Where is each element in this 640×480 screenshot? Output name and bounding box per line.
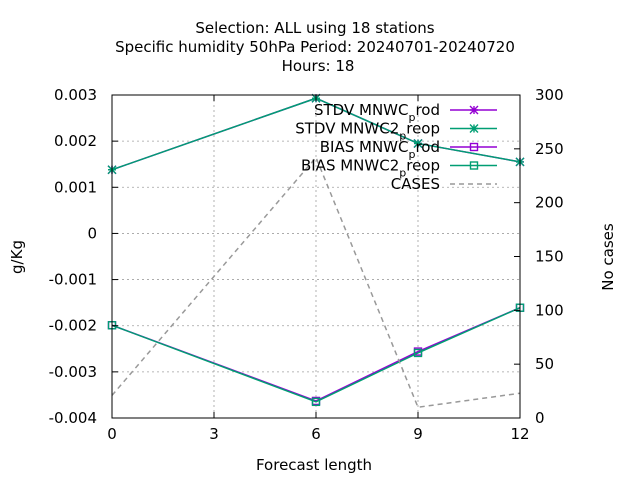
- y-tick-label: -0.001: [49, 271, 97, 289]
- legend-label: BIAS MNWC2preop: [301, 157, 440, 180]
- y2-tick-labels: 0 50 100 150 200 250 300: [535, 86, 564, 427]
- series-bias-mnwc-prod: [107, 303, 525, 406]
- data-point: [413, 138, 423, 148]
- legend-marker: [469, 161, 479, 170]
- legend-label-tail: reop: [406, 120, 440, 138]
- y-tick-label: 0.001: [54, 178, 97, 196]
- y-axis-label: g/Kg: [8, 240, 26, 274]
- x-tick-label: 12: [510, 425, 529, 443]
- legend-label: CASES: [391, 175, 440, 193]
- x-tick-label: 9: [413, 425, 423, 443]
- y-tick-labels: -0.004 -0.003 -0.002 -0.001 0 0.001 0.002 0.003: [49, 86, 97, 427]
- legend-item: STDV MNWC2preop: [295, 120, 497, 143]
- legend-label-tail: reop: [406, 157, 440, 175]
- series-line: [111, 307, 521, 403]
- x-tick-labels: 0 3 6 9 12: [107, 425, 529, 443]
- y-tick-label: 0.003: [54, 86, 97, 104]
- x-tick-label: 0: [107, 425, 117, 443]
- series-line: [111, 156, 521, 409]
- legend-item: BIAS MNWCprod: [320, 138, 497, 161]
- legend-label-tail: rod: [415, 138, 440, 156]
- title-line-2: Specific humidity 50hPa Period: 20240701…: [115, 38, 515, 56]
- y2-tick-label: 0: [535, 409, 545, 427]
- y2-tick-label: 50: [535, 355, 554, 373]
- y2-tick-label: 150: [535, 248, 564, 266]
- x-tick-label: 3: [209, 425, 219, 443]
- legend-label: STDV MNWCprod: [314, 101, 440, 124]
- legend-label: STDV MNWC2preop: [295, 120, 440, 143]
- y2-axis-label: No cases: [599, 223, 617, 291]
- legend-item: BIAS MNWC2preop: [301, 157, 497, 180]
- legend-label-main: CASES: [391, 175, 440, 193]
- legend-label-main: BIAS MNWC2: [301, 157, 399, 175]
- legend-label-main: STDV MNWC2: [295, 120, 399, 138]
- x-axis-label: Forecast length: [256, 456, 372, 474]
- legend-marker: [469, 142, 479, 152]
- y-tick-label: -0.002: [49, 317, 97, 335]
- y-tick-label: 0: [87, 224, 97, 242]
- title-line-1: Selection: ALL using 18 stations: [195, 19, 434, 37]
- y2-tick-label: 300: [535, 86, 564, 104]
- axis-ticks: [111, 94, 521, 419]
- legend-label-sub: p: [399, 130, 406, 143]
- title-line-3: Hours: 18: [282, 57, 355, 75]
- y-tick-label: 0.002: [54, 132, 97, 150]
- series-line: [111, 97, 521, 171]
- y2-tick-label: 100: [535, 301, 564, 319]
- grid-lines: [112, 95, 520, 418]
- y-tick-label: -0.004: [49, 409, 97, 427]
- chart-title: Selection: ALL using 18 stations Specifi…: [115, 19, 515, 75]
- x-tick-label: 6: [311, 425, 321, 443]
- legend-marker: [469, 105, 479, 115]
- legend-marker: [469, 124, 479, 133]
- series-cases: [111, 156, 521, 409]
- legend-label-main: BIAS MNWC: [320, 138, 409, 156]
- legend-label-main: STDV MNWC: [314, 101, 408, 119]
- y-tick-label: -0.003: [49, 363, 97, 381]
- legend-item: STDV MNWCprod: [314, 101, 497, 124]
- legend-item: CASES: [391, 175, 497, 193]
- legend-label-sub: p: [399, 167, 406, 180]
- data-point: [311, 397, 321, 407]
- legend-label-tail: rod: [415, 101, 440, 119]
- legend-label-sub: p: [408, 148, 415, 161]
- y2-tick-label: 200: [535, 194, 564, 212]
- legend-label-sub: p: [408, 111, 415, 124]
- y2-tick-label: 250: [535, 140, 564, 158]
- legend-label: BIAS MNWCprod: [320, 138, 440, 161]
- data-point: [413, 348, 423, 358]
